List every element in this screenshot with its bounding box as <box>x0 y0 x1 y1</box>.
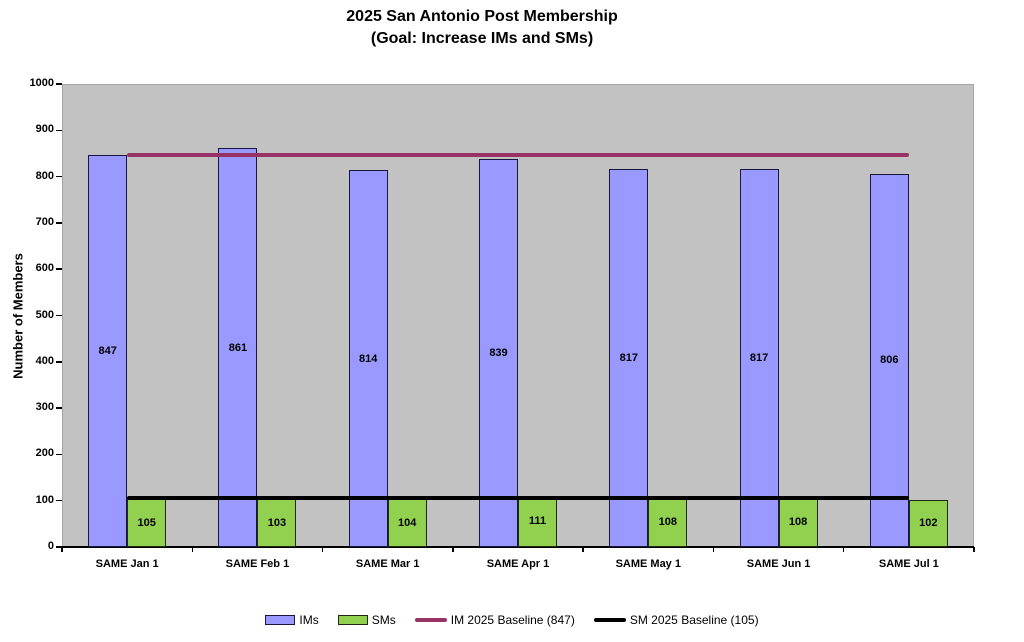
legend-swatch-icon <box>337 615 368 625</box>
legend-label: IMs <box>299 613 319 627</box>
legend-swatch-icon <box>593 618 626 622</box>
bar-value-label: 817 <box>749 351 769 364</box>
y-tick-label: 100 <box>35 493 54 506</box>
ims-bar: 847 <box>88 154 128 547</box>
x-axis-label: SAME Feb 1 <box>225 558 290 570</box>
y-tick-label: 1000 <box>29 77 54 89</box>
y-tick-label: 0 <box>47 540 54 552</box>
sms-bar: 103 <box>257 499 297 547</box>
bar-value-label: 104 <box>398 516 417 529</box>
legend-item-sm-baseline: SM 2025 Baseline (105) <box>593 613 759 627</box>
ims-bar: 861 <box>218 148 258 547</box>
chart-title: 2025 San Antonio Post Membership <box>346 8 618 25</box>
y-tick-label: 700 <box>35 215 54 228</box>
y-tick-label: 800 <box>35 169 54 182</box>
legend-label: SM 2025 Baseline (105) <box>629 613 759 627</box>
x-axis-label: SAME Jun 1 <box>746 558 811 570</box>
ims-bar: 817 <box>739 168 779 547</box>
y-tick-mark <box>56 453 62 456</box>
bar-value-label: 839 <box>489 346 508 359</box>
ims-bar: 814 <box>348 170 388 547</box>
x-tick-mark <box>582 547 584 552</box>
x-tick-mark <box>452 547 454 552</box>
y-tick-mark <box>56 268 62 270</box>
y-tick-label: 400 <box>35 354 54 367</box>
x-tick-mark <box>61 547 63 552</box>
sms-bar: 108 <box>778 496 818 547</box>
sms-bar: 105 <box>127 498 167 547</box>
x-tick-mark <box>191 547 194 552</box>
sms-bar: 102 <box>908 499 948 547</box>
legend-swatch-icon <box>265 615 296 625</box>
y-tick-label: 500 <box>35 308 54 321</box>
y-tick-label: 200 <box>35 447 54 460</box>
legend-swatch-icon <box>414 618 447 622</box>
y-tick-mark <box>56 222 62 224</box>
plot-area <box>62 84 974 547</box>
x-axis-line <box>56 546 974 548</box>
bar-value-label: 814 <box>359 352 378 365</box>
x-axis-label: SAME Mar 1 <box>355 558 420 570</box>
sms-bar: 111 <box>518 495 557 547</box>
legend-label: SMs <box>371 613 396 627</box>
y-tick-mark <box>56 407 62 409</box>
bar-value-label: 105 <box>137 516 156 529</box>
legend-label: IM 2025 Baseline (847) <box>450 613 575 627</box>
x-tick-mark <box>712 547 715 552</box>
x-axis-label: SAME Jan 1 <box>95 558 159 570</box>
chart-subtitle: (Goal: Increase IMs and SMs) <box>370 30 594 47</box>
y-tick-mark <box>56 129 62 132</box>
x-axis-label: SAME Apr 1 <box>486 558 550 570</box>
y-tick-label: 600 <box>35 262 54 275</box>
y-tick-mark <box>56 314 62 317</box>
sm-2025-baseline-105--line <box>127 496 909 501</box>
y-tick-mark <box>56 83 62 85</box>
ims-bar: 817 <box>609 168 649 547</box>
sms-bar: 104 <box>387 498 427 547</box>
bar-value-label: 108 <box>658 515 677 528</box>
legend: IMs SMs IM 2025 Baseline (847) SM 2025 Base… <box>0 613 1024 627</box>
x-axis-label: SAME Jul 1 <box>878 558 939 570</box>
ims-bar: 839 <box>479 158 518 547</box>
bar-value-label: 111 <box>528 515 547 528</box>
ims-bar: 806 <box>869 173 909 547</box>
bar-value-label: 817 <box>619 351 638 364</box>
y-tick-label: 900 <box>35 123 54 136</box>
x-tick-mark <box>842 547 845 552</box>
y-tick-mark <box>56 175 62 178</box>
legend-item-im-baseline: IM 2025 Baseline (847) <box>414 613 575 627</box>
legend-item-sms: SMs <box>337 613 396 627</box>
y-tick-label: 300 <box>35 401 54 414</box>
x-tick-mark <box>321 547 324 552</box>
bar-value-label: 847 <box>98 344 117 357</box>
legend-item-ims: IMs <box>265 613 319 627</box>
x-tick-mark <box>973 547 975 552</box>
bar-value-label: 108 <box>788 515 808 528</box>
im-2025-baseline-847--line <box>127 152 909 157</box>
chart-title-block: 2025 San Antonio Post Membership (Goal: … <box>0 6 964 50</box>
sms-bar: 108 <box>648 496 688 547</box>
x-axis-label: SAME May 1 <box>615 558 681 570</box>
bar-value-label: 103 <box>267 517 287 530</box>
y-tick-mark <box>56 499 62 502</box>
bar-value-label: 861 <box>228 341 248 354</box>
bar-value-label: 102 <box>919 517 938 530</box>
y-tick-mark <box>56 361 62 363</box>
bar-value-label: 806 <box>880 354 899 367</box>
